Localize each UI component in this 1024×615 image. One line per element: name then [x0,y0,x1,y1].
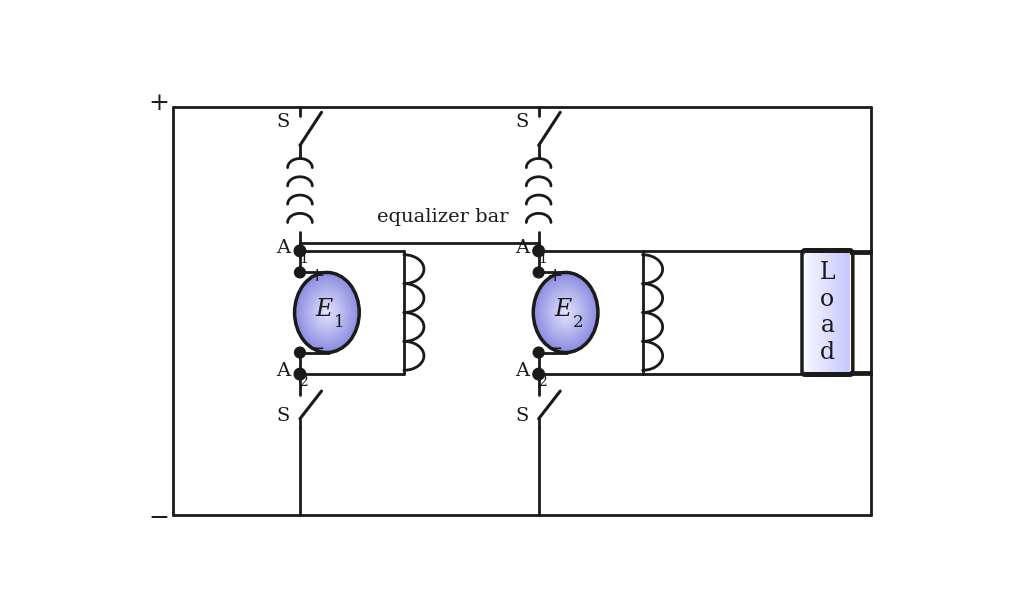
Ellipse shape [546,288,585,336]
Ellipse shape [550,293,582,333]
Ellipse shape [534,272,598,352]
Text: A: A [515,362,529,380]
Ellipse shape [295,272,359,352]
Ellipse shape [562,309,569,317]
Ellipse shape [558,303,573,322]
Ellipse shape [306,287,347,338]
Text: A: A [276,362,291,380]
Ellipse shape [541,282,591,343]
Ellipse shape [307,288,346,336]
Text: A: A [276,239,291,257]
Circle shape [534,347,544,358]
Text: S: S [515,113,528,130]
Text: a: a [820,314,835,337]
Circle shape [294,368,306,380]
Ellipse shape [297,275,357,350]
Text: E: E [315,298,333,321]
Ellipse shape [547,290,584,335]
Ellipse shape [296,274,358,351]
Text: −: − [548,339,564,358]
Ellipse shape [303,283,350,342]
Ellipse shape [551,294,581,331]
Ellipse shape [302,282,351,343]
Ellipse shape [298,277,356,349]
Text: 1: 1 [334,314,344,331]
Text: 1: 1 [299,252,308,266]
Circle shape [532,368,545,380]
Ellipse shape [564,311,566,314]
Ellipse shape [559,304,572,320]
Ellipse shape [543,285,588,341]
Text: S: S [515,407,528,425]
Ellipse shape [563,310,567,315]
Ellipse shape [536,275,596,350]
Ellipse shape [556,301,575,325]
Ellipse shape [323,307,331,318]
Ellipse shape [325,310,329,315]
Ellipse shape [301,280,353,344]
Ellipse shape [322,306,333,319]
Ellipse shape [317,301,337,325]
Ellipse shape [309,291,344,334]
Text: equalizer bar: equalizer bar [377,208,508,226]
Ellipse shape [540,280,592,344]
Ellipse shape [537,277,595,349]
Text: 2: 2 [299,375,308,389]
Text: E: E [554,298,571,321]
Text: L: L [819,261,836,284]
Ellipse shape [321,304,334,320]
Ellipse shape [315,298,339,327]
Circle shape [294,245,306,256]
Ellipse shape [318,302,336,323]
Ellipse shape [304,285,349,341]
Ellipse shape [300,279,354,346]
Ellipse shape [319,303,335,322]
Text: o: o [820,288,835,311]
Text: A: A [515,239,529,257]
Ellipse shape [312,294,342,331]
Text: +: + [548,268,564,285]
Ellipse shape [549,291,583,334]
Ellipse shape [314,296,340,328]
Ellipse shape [308,290,345,335]
Text: 2: 2 [538,375,547,389]
Text: 2: 2 [572,314,584,331]
Text: d: d [820,341,835,364]
Ellipse shape [553,296,579,328]
Circle shape [295,347,305,358]
Ellipse shape [545,287,586,338]
Circle shape [295,267,305,278]
Ellipse shape [544,286,587,339]
Text: −: − [308,339,325,358]
Ellipse shape [539,279,593,346]
Ellipse shape [561,307,570,318]
Ellipse shape [310,293,343,333]
Circle shape [532,245,545,256]
Ellipse shape [542,283,590,342]
Ellipse shape [535,274,597,351]
Ellipse shape [305,286,348,339]
Text: S: S [276,407,290,425]
Ellipse shape [538,278,594,347]
Circle shape [534,267,544,278]
Ellipse shape [552,295,580,330]
Ellipse shape [557,302,574,323]
Ellipse shape [324,309,330,317]
Ellipse shape [299,278,355,347]
Ellipse shape [316,299,338,326]
Text: −: − [148,507,170,530]
Text: +: + [308,268,326,285]
Text: +: + [148,92,170,114]
Ellipse shape [560,306,571,319]
Ellipse shape [313,295,341,330]
Ellipse shape [555,299,577,326]
Text: S: S [276,113,290,130]
Ellipse shape [554,298,578,327]
Text: 1: 1 [538,252,547,266]
Ellipse shape [326,311,328,314]
